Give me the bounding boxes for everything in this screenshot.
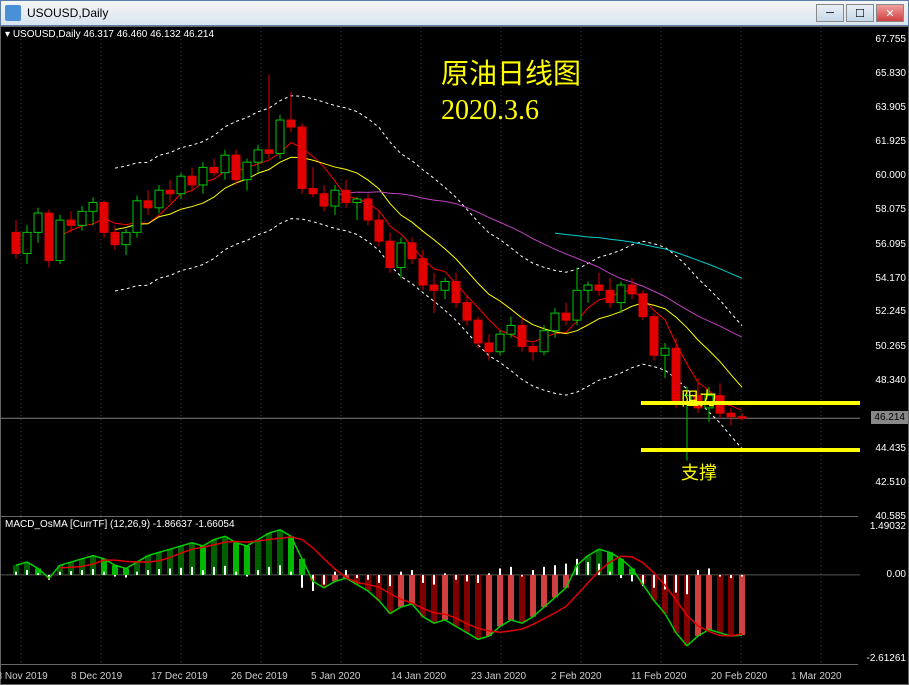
date-tick: 28 Nov 2019 [0, 671, 48, 682]
date-tick: 14 Jan 2020 [391, 671, 446, 682]
window-controls: ─ ☐ ✕ [816, 4, 904, 22]
chart-annotation-title: 原油日线图 2020.3.6 [441, 57, 581, 130]
support-line [641, 448, 860, 452]
macd-indicator-chart[interactable] [1, 517, 858, 665]
price-tick: 42.510 [875, 477, 906, 488]
annotation-title-1: 原油日线图 [441, 57, 581, 93]
macd-svg [1, 517, 860, 665]
price-axis: 67.755 65.830 63.905 61.925 60.000 58.075 56.0… [858, 27, 908, 517]
price-tick: 58.075 [875, 204, 906, 215]
price-tick: 67.755 [875, 34, 906, 45]
macd-tick: -2.61261 [867, 653, 906, 664]
support-label: 支撑 [681, 459, 717, 485]
window-title: USOUSD,Daily [27, 6, 816, 20]
ohlc-text: USOUSD,Daily 46.317 46.460 46.132 46.214 [13, 29, 214, 40]
price-tick: 50.265 [875, 341, 906, 352]
main-price-chart[interactable]: 原油日线图 2020.3.6 阻力 支撑 [1, 27, 858, 517]
price-tick: 60.000 [875, 170, 906, 181]
price-chart-svg [1, 27, 860, 517]
date-tick: 11 Feb 2020 [631, 671, 686, 682]
date-tick: 17 Dec 2019 [151, 671, 208, 682]
ohlc-info: ▾ USOUSD,Daily 46.317 46.460 46.132 46.2… [5, 29, 214, 40]
date-axis: 28 Nov 2019 8 Dec 2019 17 Dec 2019 26 Dec 2… [1, 664, 858, 684]
date-tick: 23 Jan 2020 [471, 671, 526, 682]
date-tick: 5 Jan 2020 [311, 671, 361, 682]
chart-window: USOUSD,Daily ─ ☐ ✕ ▾ USOUSD,Daily 46.317… [0, 0, 909, 685]
chart-container[interactable]: ▾ USOUSD,Daily 46.317 46.460 46.132 46.2… [0, 26, 909, 685]
price-tick: 48.340 [875, 375, 906, 386]
price-tick: 61.925 [875, 136, 906, 147]
window-titlebar[interactable]: USOUSD,Daily ─ ☐ ✕ [0, 0, 909, 26]
expand-icon[interactable]: ▾ [5, 29, 13, 40]
maximize-button[interactable]: ☐ [846, 4, 874, 22]
date-tick: 26 Dec 2019 [231, 671, 288, 682]
macd-tick: 1.49032 [870, 521, 906, 532]
date-tick: 1 Mar 2020 [791, 671, 842, 682]
date-tick: 8 Dec 2019 [71, 671, 122, 682]
close-button[interactable]: ✕ [876, 4, 904, 22]
date-tick: 20 Feb 2020 [711, 671, 767, 682]
annotation-title-2: 2020.3.6 [441, 93, 581, 129]
macd-info: MACD_OsMA [CurrTF] (12,26,9) -1.86637 -1… [5, 519, 235, 530]
price-tick: 54.170 [875, 273, 906, 284]
macd-axis: 1.49032 0.00 -2.61261 [858, 517, 908, 665]
date-tick: 2 Feb 2020 [551, 671, 602, 682]
macd-tick: 0.00 [887, 569, 906, 580]
price-tick: 56.095 [875, 239, 906, 250]
app-icon [5, 5, 21, 21]
price-tick: 44.435 [875, 443, 906, 454]
price-tick: 65.830 [875, 68, 906, 79]
minimize-button[interactable]: ─ [816, 4, 844, 22]
price-tick: 52.245 [875, 306, 906, 317]
current-price-marker: 46.214 [871, 411, 908, 424]
price-tick: 63.905 [875, 102, 906, 113]
resistance-line [641, 401, 860, 405]
resistance-label: 阻力 [681, 385, 717, 411]
